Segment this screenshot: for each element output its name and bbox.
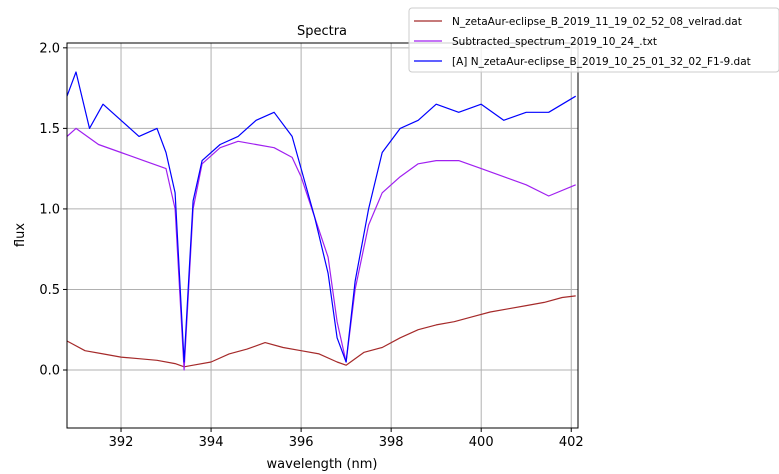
x-tick-label: 396 — [289, 435, 314, 450]
series-line-1 — [67, 295, 576, 368]
y-axis-ticks: 0.0 0.5 1.0 1.5 2.0 — [39, 41, 67, 379]
x-tick-label: 400 — [469, 435, 494, 450]
x-tick-label: 392 — [109, 435, 134, 450]
y-tick-label: 0.5 — [39, 283, 60, 298]
legend: N_zetaAur-eclipse_B_2019_11_19_02_52_08_… — [408, 7, 779, 73]
x-axis-ticks: 392 394 396 398 400 402 — [109, 428, 584, 450]
x-tick-label: 394 — [199, 435, 224, 450]
chart-title: Spectra — [297, 24, 347, 39]
y-axis-label: flux — [13, 223, 28, 247]
x-axis-label: wavelength (nm) — [267, 457, 378, 472]
y-tick-label: 2.0 — [39, 41, 60, 56]
series-line-2 — [67, 127, 576, 371]
plot-area — [67, 71, 577, 371]
series-line-3 — [67, 71, 577, 363]
legend-label-3: [A] N_zetaAur-eclipse_B_2019_10_25_01_32… — [452, 56, 751, 68]
x-tick-label: 402 — [559, 435, 584, 450]
y-tick-label: 1.0 — [39, 202, 60, 217]
axes-frame — [66, 42, 579, 429]
y-tick-label: 1.5 — [39, 122, 60, 137]
x-tick-label: 398 — [379, 435, 404, 450]
legend-label-2: Subtracted_spectrum_2019_10_24_.txt — [452, 36, 657, 48]
legend-label-1: N_zetaAur-eclipse_B_2019_11_19_02_52_08_… — [452, 16, 742, 28]
legend-box — [408, 7, 779, 73]
y-tick-label: 0.0 — [39, 364, 60, 379]
